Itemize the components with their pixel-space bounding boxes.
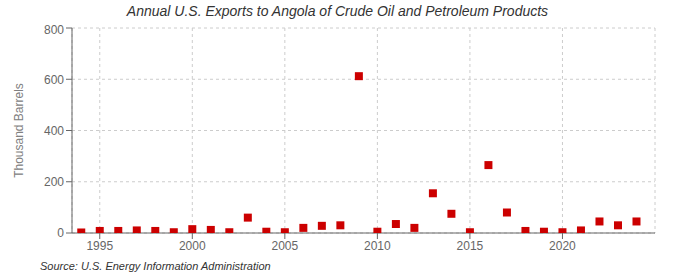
svg-text:2015: 2015 xyxy=(457,239,484,253)
svg-text:2020: 2020 xyxy=(549,239,576,253)
svg-text:Thousand Barrels: Thousand Barrels xyxy=(12,83,26,178)
svg-text:0: 0 xyxy=(57,226,64,240)
svg-text:800: 800 xyxy=(44,23,64,37)
svg-text:2005: 2005 xyxy=(271,239,298,253)
svg-text:2000: 2000 xyxy=(179,239,206,253)
svg-text:600: 600 xyxy=(44,73,64,87)
html-text:Annual U.S. Exports to Angola: Annual U.S. Exports to Angola of Crude O… xyxy=(126,3,549,19)
svg-text:1995: 1995 xyxy=(86,239,113,253)
svg-text:400: 400 xyxy=(44,124,64,138)
svg-text:200: 200 xyxy=(44,175,64,189)
svg-text:2010: 2010 xyxy=(364,239,391,253)
html-text:Source: U.S. Energy Informatio: Source: U.S. Energy Information Administ… xyxy=(40,260,271,272)
